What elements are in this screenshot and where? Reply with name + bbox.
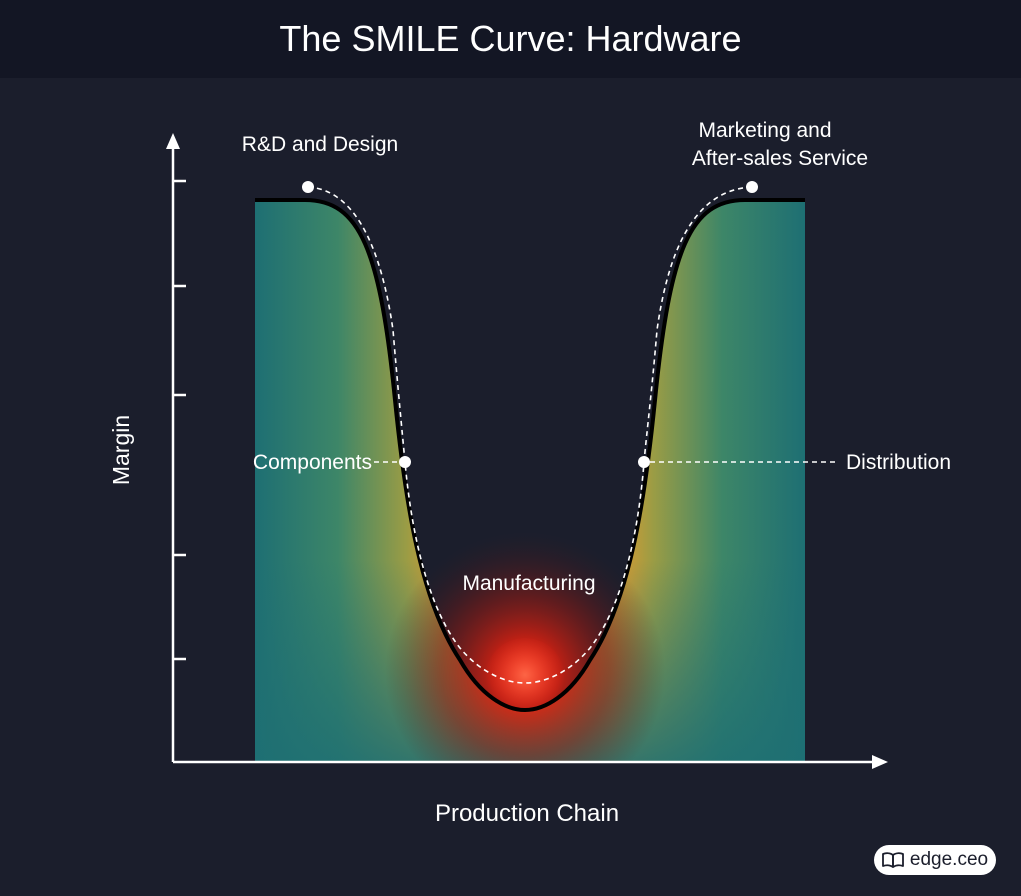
components-marker <box>399 456 411 468</box>
brand-name: edge.ceo <box>909 849 989 870</box>
y-axis-label: Margin <box>108 415 134 485</box>
smile-curve <box>255 198 805 713</box>
marketing-marker <box>746 181 758 193</box>
manufacturing-label: Manufacturing <box>462 572 595 595</box>
rnd-label: R&D and Design <box>242 133 398 156</box>
rnd-marker <box>302 181 314 193</box>
value-path <box>307 186 753 684</box>
marketing-label-line2: After-sales Service <box>692 147 868 170</box>
page-title: The SMILE Curve: Hardware <box>279 18 742 59</box>
components-label: Components <box>253 451 372 474</box>
x-axis-label: Production Chain <box>435 800 619 827</box>
title-bar <box>0 0 1021 78</box>
y-axis-ticks <box>173 179 186 661</box>
x-axis-arrow <box>872 755 888 769</box>
distribution-marker <box>638 456 650 468</box>
distribution-label: Distribution <box>846 451 951 474</box>
y-axis-arrow <box>166 133 180 149</box>
marketing-label-line1: Marketing and <box>698 119 831 142</box>
book-icon <box>882 852 904 868</box>
brand-badge[interactable]: edge.ceo <box>874 845 996 875</box>
